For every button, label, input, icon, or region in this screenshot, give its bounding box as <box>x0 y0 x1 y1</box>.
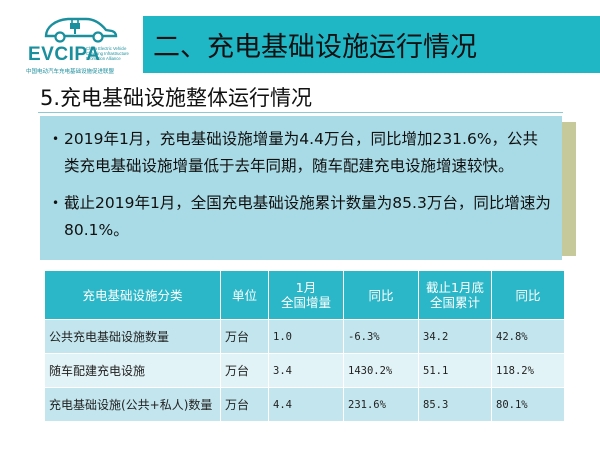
header-cumulative-label: 全国累计 <box>429 295 480 310</box>
cell-cumulative: 85.3 <box>418 387 492 422</box>
header-yoy-increase: 同比 <box>343 270 419 320</box>
header-unit: 单位 <box>220 270 269 320</box>
header-increase-month: 1月 <box>295 280 317 295</box>
cell-yoy-cumulative: 118.2% <box>491 353 565 388</box>
cell-cumulative: 51.1 <box>418 353 492 388</box>
cell-cumulative: 34.2 <box>418 319 492 354</box>
header-cumulative: 截止1月底 全国累计 <box>418 270 492 320</box>
logo-chinese-name: 中国电动汽车充电基础设施促进联盟 <box>26 69 115 75</box>
cell-category: 随车配建充电设施 <box>44 353 221 388</box>
cell-category: 充电基础设施(公共+私人)数量 <box>44 387 221 422</box>
logo-wordmark: EVCIPA <box>28 44 101 65</box>
cell-yoy-increase: -6.3% <box>343 319 419 354</box>
section-subtitle: 5.充电基础设施整体运行情况 <box>40 86 313 110</box>
header-monthly-increase: 1月 全国增量 <box>268 270 344 320</box>
title-bar: 二、充电基础设施运行情况 <box>143 16 600 73</box>
header-cumulative-top: 截止1月底 <box>426 280 484 295</box>
header-yoy-cumulative: 同比 <box>491 270 565 320</box>
header-increase-label: 全国增量 <box>280 295 331 310</box>
logo-english-name: China Electric Vehicle Charging Infrastr… <box>86 46 129 61</box>
table-row: 随车配建充电设施 万台 3.4 1430.2% 51.1 118.2% <box>44 353 565 388</box>
page-title: 二、充电基础设施运行情况 <box>153 32 477 63</box>
car-plug-icon <box>44 17 118 43</box>
cell-unit: 万台 <box>220 319 269 354</box>
cell-yoy-cumulative: 42.8% <box>491 319 565 354</box>
table-row: 公共充电基础设施数量 万台 1.0 -6.3% 34.2 42.8% <box>44 319 565 354</box>
summary-box: 2019年1月，充电基础设施增量为4.4万台，同比增加231.6%，公共类充电基… <box>40 116 562 260</box>
subtitle-divider <box>38 112 563 113</box>
cell-increase: 1.0 <box>268 319 344 354</box>
cell-unit: 万台 <box>220 387 269 422</box>
charging-infrastructure-table: 充电基础设施分类 单位 1月 全国增量 同比 截止1月底 全国累计 同比 公共充… <box>44 270 565 422</box>
summary-bullet-cumulative: 截止2019年1月，全国充电基础设施累计数量为85.3万台，同比增速为80.1%… <box>52 190 552 244</box>
table-row: 充电基础设施(公共+私人)数量 万台 4.4 231.6% 85.3 80.1% <box>44 387 565 422</box>
header-category: 充电基础设施分类 <box>44 270 221 320</box>
cell-increase: 3.4 <box>268 353 344 388</box>
table-header-row: 充电基础设施分类 单位 1月 全国增量 同比 截止1月底 全国累计 同比 <box>44 270 565 320</box>
cell-yoy-cumulative: 80.1% <box>491 387 565 422</box>
evcipa-logo: EVCIPA China Electric Vehicle Charging I… <box>22 10 137 78</box>
cell-increase: 4.4 <box>268 387 344 422</box>
cell-category: 公共充电基础设施数量 <box>44 319 221 354</box>
cell-unit: 万台 <box>220 353 269 388</box>
cell-yoy-increase: 231.6% <box>343 387 419 422</box>
summary-bullet-monthly: 2019年1月，充电基础设施增量为4.4万台，同比增加231.6%，公共类充电基… <box>52 126 552 180</box>
cell-yoy-increase: 1430.2% <box>343 353 419 388</box>
